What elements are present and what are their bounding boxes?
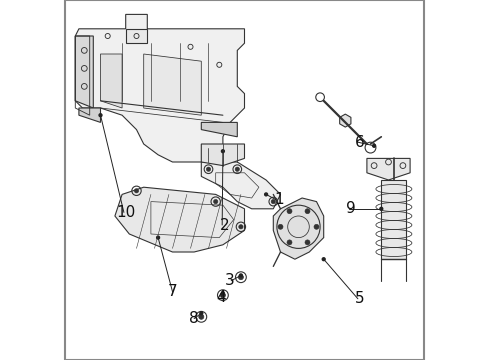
Circle shape	[221, 292, 224, 295]
Circle shape	[200, 312, 203, 315]
Text: 5: 5	[354, 291, 364, 306]
Text: 6: 6	[354, 135, 364, 150]
Text: 7: 7	[167, 284, 177, 299]
Text: 1: 1	[273, 192, 283, 207]
Circle shape	[235, 167, 239, 171]
Circle shape	[134, 189, 139, 193]
Polygon shape	[143, 54, 201, 115]
Circle shape	[305, 209, 309, 214]
Polygon shape	[201, 122, 237, 137]
Polygon shape	[115, 187, 244, 252]
Circle shape	[270, 199, 275, 204]
Circle shape	[99, 114, 102, 117]
Circle shape	[313, 224, 318, 229]
Polygon shape	[79, 108, 101, 122]
Circle shape	[264, 193, 267, 196]
Circle shape	[206, 167, 210, 171]
Circle shape	[199, 314, 203, 319]
Circle shape	[379, 207, 382, 210]
Circle shape	[322, 258, 325, 261]
Polygon shape	[201, 162, 280, 209]
Circle shape	[305, 240, 309, 245]
Circle shape	[221, 150, 224, 153]
Polygon shape	[75, 14, 244, 162]
Circle shape	[238, 225, 243, 229]
Circle shape	[220, 293, 225, 298]
Polygon shape	[75, 36, 93, 108]
Text: 4: 4	[216, 289, 225, 305]
Polygon shape	[366, 158, 409, 180]
Circle shape	[372, 144, 375, 147]
Bar	[381, 180, 406, 259]
Circle shape	[286, 240, 291, 245]
Polygon shape	[273, 198, 323, 259]
Text: 3: 3	[225, 273, 235, 288]
Polygon shape	[201, 144, 244, 166]
Text: 8: 8	[189, 311, 199, 326]
Circle shape	[286, 209, 291, 214]
Text: 2: 2	[220, 217, 229, 233]
Circle shape	[238, 275, 243, 280]
Circle shape	[213, 199, 218, 204]
Text: 10: 10	[116, 205, 135, 220]
Circle shape	[156, 236, 159, 239]
Polygon shape	[101, 54, 122, 108]
Circle shape	[239, 274, 242, 277]
Polygon shape	[125, 29, 147, 43]
Circle shape	[277, 224, 283, 229]
Text: 9: 9	[345, 201, 355, 216]
